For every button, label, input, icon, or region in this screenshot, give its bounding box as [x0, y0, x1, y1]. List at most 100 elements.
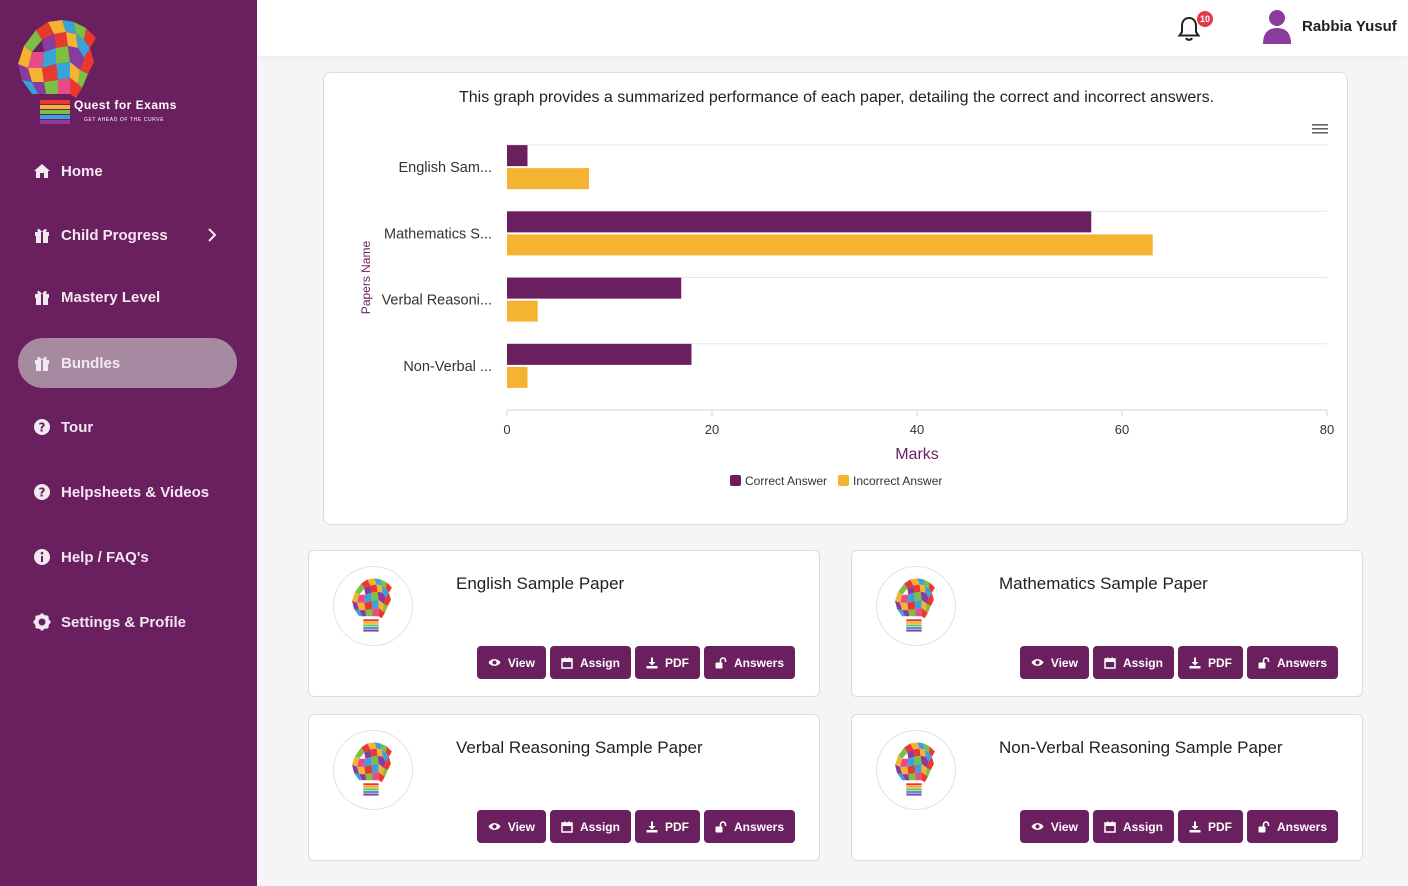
paper-title: Verbal Reasoning Sample Paper: [456, 738, 703, 757]
paper-card-4: Non-Verbal Reasoning Sample Paper View A…: [851, 714, 1363, 861]
paper-card-2: Mathematics Sample Paper View Assign PDF…: [851, 550, 1363, 697]
paper-actions: View Assign PDF Answers: [1019, 646, 1338, 679]
view-button[interactable]: View: [1019, 646, 1089, 679]
calendar-icon: [561, 821, 573, 833]
download-icon: [646, 821, 658, 832]
eye-icon: [488, 659, 501, 666]
paper-title: Mathematics Sample Paper: [999, 574, 1208, 593]
assign-button-label: Assign: [579, 819, 620, 834]
unlock-icon: [715, 656, 727, 668]
notification-badge: 10: [1197, 11, 1213, 27]
question-icon: ?: [32, 482, 52, 502]
top-header: 10 Rabbia Yusuf: [257, 0, 1408, 56]
bar-correct: [507, 343, 692, 365]
sidebar: Quest for Exams GET AHEAD OF THE CURVE H…: [0, 0, 257, 886]
user-name[interactable]: Rabbia Yusuf: [1302, 18, 1397, 35]
pdf-button[interactable]: PDF: [634, 810, 700, 843]
paper-actions: View Assign PDF Answers: [1019, 810, 1338, 843]
view-button-label: View: [1050, 655, 1078, 670]
paper-actions: View Assign PDF Answers: [476, 646, 795, 679]
gift-icon: [32, 353, 52, 373]
nav-settings-profile[interactable]: Settings & Profile: [18, 597, 237, 647]
assign-button-label: Assign: [1122, 655, 1163, 670]
y-axis-title: Papers Name: [359, 240, 373, 314]
bar-correct: [507, 277, 682, 299]
gear-icon: [32, 612, 52, 632]
y-category-label: Non-Verbal ...: [403, 359, 492, 375]
nav-home-label: Home: [61, 162, 103, 180]
info-icon: [32, 547, 52, 567]
nav-help-faq[interactable]: Help / FAQ's: [18, 532, 237, 582]
paper-card-1: English Sample Paper View Assign PDF Ans…: [308, 550, 820, 697]
y-category-label: Mathematics S...: [384, 226, 492, 242]
nav-bundles[interactable]: Bundles: [18, 338, 237, 388]
bar-incorrect: [507, 234, 1153, 256]
nav-mastery-level[interactable]: Mastery Level: [18, 272, 237, 322]
paper-title: Non-Verbal Reasoning Sample Paper: [999, 738, 1283, 757]
bar-correct: [507, 145, 528, 167]
nav-settings-profile-label: Settings & Profile: [61, 613, 187, 631]
notification-bell-icon[interactable]: [1175, 14, 1203, 42]
answers-button-label: Answers: [1276, 819, 1327, 834]
answers-button[interactable]: Answers: [1246, 810, 1338, 843]
view-button[interactable]: View: [1019, 810, 1089, 843]
answers-button-label: Answers: [1276, 655, 1327, 670]
eye-icon: [1031, 659, 1044, 666]
legend-swatch-incorrect: [838, 475, 849, 486]
view-button-label: View: [507, 819, 535, 834]
paper-logo: [876, 566, 956, 646]
chevron-right-icon[interactable]: [203, 226, 221, 244]
nav-mastery-level-label: Mastery Level: [61, 288, 161, 306]
assign-button[interactable]: Assign: [549, 646, 631, 679]
view-button[interactable]: View: [476, 810, 546, 843]
answers-button[interactable]: Answers: [1246, 646, 1338, 679]
paper-logo: [876, 730, 956, 810]
answers-button[interactable]: Answers: [703, 646, 795, 679]
pdf-button[interactable]: PDF: [634, 646, 700, 679]
nav-home[interactable]: Home: [18, 146, 237, 196]
nav-child-progress-label: Child Progress: [61, 226, 168, 244]
question-icon: ?: [32, 417, 52, 437]
x-tick-label: 20: [705, 422, 719, 437]
svg-text:?: ?: [39, 421, 46, 435]
assign-button[interactable]: Assign: [1092, 810, 1174, 843]
brand-tagline: GET AHEAD OF THE CURVE: [84, 117, 165, 123]
pdf-button-label: PDF: [1207, 655, 1232, 670]
gift-icon: [32, 225, 52, 245]
nav-tour[interactable]: ? Tour: [18, 402, 237, 452]
gift-icon: [32, 287, 52, 307]
calendar-icon: [1104, 821, 1116, 833]
assign-button[interactable]: Assign: [549, 810, 631, 843]
unlock-icon: [715, 820, 727, 832]
bar-incorrect: [507, 366, 528, 388]
lightbulb-logo-icon: [352, 742, 392, 796]
user-avatar-icon[interactable]: [1261, 8, 1293, 46]
view-button[interactable]: View: [476, 646, 546, 679]
download-icon: [1189, 657, 1201, 668]
unlock-icon: [1258, 820, 1270, 832]
performance-chart-card: 0 20 40 60 80 English Sam... Mathematics S... V…: [323, 72, 1348, 525]
lightbulb-logo-icon: [18, 20, 96, 124]
paper-logo: [333, 730, 413, 810]
svg-text:?: ?: [39, 486, 46, 500]
nav-child-progress[interactable]: Child Progress: [18, 210, 237, 260]
pdf-button[interactable]: PDF: [1177, 646, 1243, 679]
nav-helpsheets-videos[interactable]: ? Helpsheets & Videos: [18, 467, 237, 517]
download-icon: [1189, 821, 1201, 832]
brand-logo[interactable]: Quest for Exams GET AHEAD OF THE CURVE: [14, 18, 194, 130]
unlock-icon: [1258, 656, 1270, 668]
assign-button[interactable]: Assign: [1092, 646, 1174, 679]
view-button-label: View: [1050, 819, 1078, 834]
pdf-button-label: PDF: [664, 819, 689, 834]
view-button-label: View: [507, 655, 535, 670]
pdf-button[interactable]: PDF: [1177, 810, 1243, 843]
answers-button[interactable]: Answers: [703, 810, 795, 843]
lightbulb-logo-icon: [895, 578, 935, 632]
download-icon: [646, 657, 658, 668]
performance-chart: 0 20 40 60 80 English Sam... Mathematics S... V…: [359, 144, 1334, 488]
paper-logo: [333, 566, 413, 646]
pdf-button-label: PDF: [664, 655, 689, 670]
eye-icon: [1031, 823, 1044, 830]
chart-menu-icon[interactable]: [1311, 122, 1329, 136]
nav-help-faq-label: Help / FAQ's: [61, 548, 149, 566]
